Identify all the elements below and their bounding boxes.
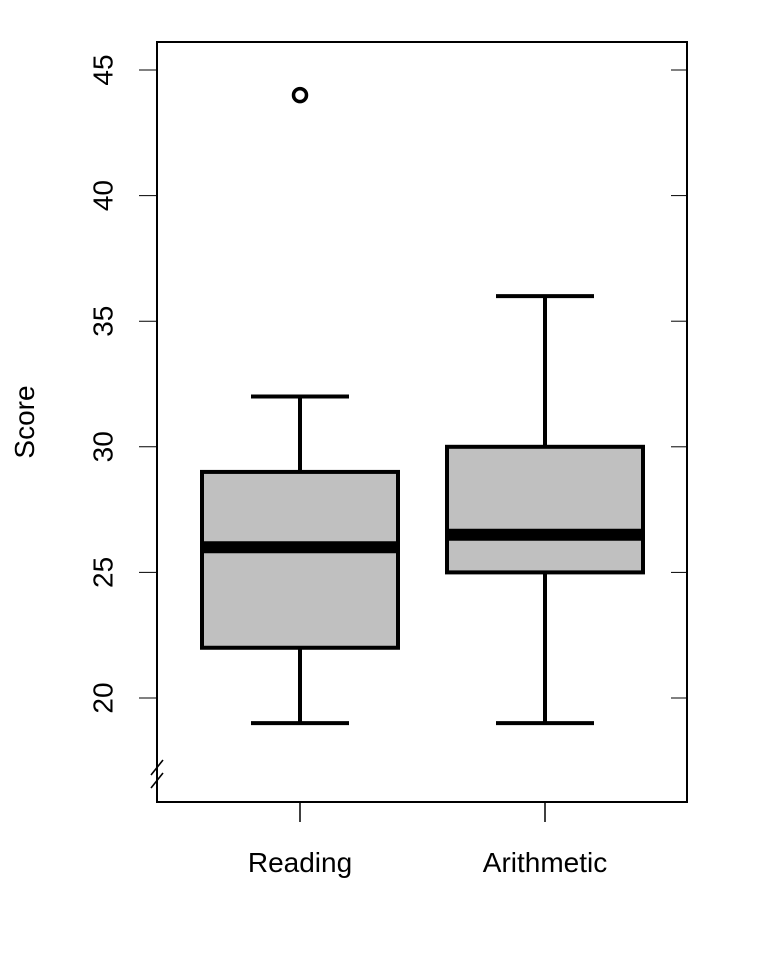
x-tick-label: Reading — [248, 847, 352, 878]
box-reading — [200, 86, 400, 726]
outlier-point — [291, 86, 309, 104]
y-tick-label: 20 — [87, 682, 118, 713]
x-axis: Reading Arithmetic — [248, 802, 607, 878]
axis-break-mark — [150, 772, 164, 789]
y-axis-label: Score — [9, 385, 40, 458]
iqr-box — [445, 444, 645, 575]
plot-frame — [156, 41, 688, 803]
iqr-box — [200, 469, 400, 650]
y-axis: 20 25 30 35 40 45 — [87, 54, 687, 789]
boxes — [200, 86, 645, 726]
y-tick-label: 25 — [87, 557, 118, 588]
y-tick-label: 40 — [87, 180, 118, 211]
axis-break-mark — [150, 759, 164, 776]
y-tick-label: 35 — [87, 306, 118, 337]
y-tick-label: 30 — [87, 431, 118, 462]
box-arithmetic — [445, 294, 645, 726]
x-tick-label: Arithmetic — [483, 847, 607, 878]
y-tick-label: 45 — [87, 54, 118, 85]
